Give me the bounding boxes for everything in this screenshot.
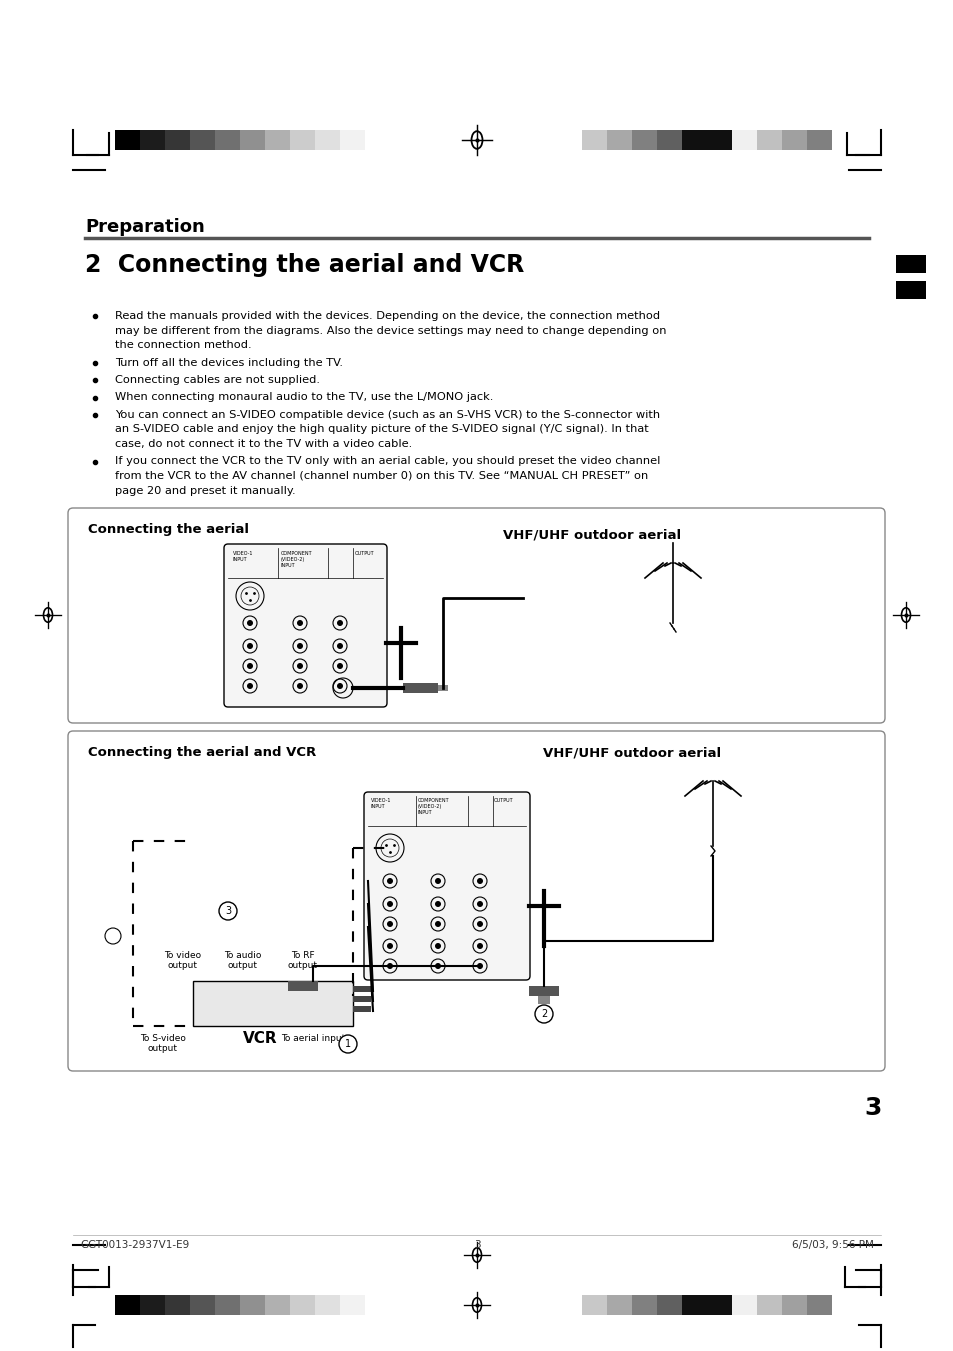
Bar [314, 1296, 339, 1315]
Bar [806, 130, 831, 150]
Text: VCR: VCR [243, 1031, 277, 1046]
Text: the connection method.: the connection method. [115, 340, 252, 350]
Bar [706, 1296, 731, 1315]
Bar [581, 1296, 606, 1315]
Circle shape [247, 663, 253, 669]
Text: To RF
output: To RF output [288, 951, 317, 970]
Bar [581, 130, 606, 150]
Bar [757, 1296, 781, 1315]
Bar [731, 130, 757, 150]
Bar [165, 130, 190, 150]
Text: Read the manuals provided with the devices. Depending on the device, the connect: Read the manuals provided with the devic… [115, 311, 659, 322]
Bar [140, 130, 165, 150]
Bar [402, 684, 437, 693]
Circle shape [535, 1005, 553, 1023]
Text: from the VCR to the AV channel (channel number 0) on this TV. See “MANUAL CH PRE: from the VCR to the AV channel (channel … [115, 471, 648, 481]
Circle shape [476, 878, 482, 884]
Text: COMPONENT
(VIDEO-2)
INPUT: COMPONENT (VIDEO-2) INPUT [417, 798, 449, 815]
Bar [214, 1296, 240, 1315]
Bar [631, 1296, 657, 1315]
Bar [240, 130, 265, 150]
Text: You can connect an S-VIDEO compatible device (such as an S-VHS VCR) to the S-con: You can connect an S-VIDEO compatible de… [115, 409, 659, 420]
Bar [895, 281, 925, 299]
Circle shape [476, 963, 482, 969]
Circle shape [387, 943, 393, 948]
Text: To audio
output: To audio output [224, 951, 261, 970]
Circle shape [336, 663, 343, 669]
FancyBboxPatch shape [364, 792, 530, 979]
Bar [706, 130, 731, 150]
Circle shape [336, 620, 343, 626]
Circle shape [476, 901, 482, 907]
Text: 6/5/03, 9:56 PM: 6/5/03, 9:56 PM [791, 1240, 873, 1250]
Bar [165, 1296, 190, 1315]
Circle shape [247, 643, 253, 648]
Circle shape [435, 921, 440, 927]
Bar [606, 1296, 631, 1315]
Text: 3: 3 [474, 1240, 479, 1250]
Circle shape [296, 643, 303, 648]
Text: an S-VIDEO cable and enjoy the high quality picture of the S-VIDEO signal (Y/C s: an S-VIDEO cable and enjoy the high qual… [115, 424, 648, 435]
Text: 2  Connecting the aerial and VCR: 2 Connecting the aerial and VCR [85, 253, 524, 277]
Text: GGT0013-2937V1-E9: GGT0013-2937V1-E9 [80, 1240, 189, 1250]
Text: Turn off all the devices including the TV.: Turn off all the devices including the T… [115, 358, 343, 367]
FancyBboxPatch shape [68, 731, 884, 1071]
Text: VIDEO-1
INPUT: VIDEO-1 INPUT [371, 798, 391, 809]
Bar [353, 1006, 371, 1012]
Bar [314, 130, 339, 150]
Text: When connecting monaural audio to the TV, use the L/MONO jack.: When connecting monaural audio to the TV… [115, 393, 493, 403]
Circle shape [296, 663, 303, 669]
Bar [657, 1296, 681, 1315]
Text: 3: 3 [225, 907, 231, 916]
Bar [339, 1296, 365, 1315]
Bar [190, 130, 214, 150]
Circle shape [296, 620, 303, 626]
Bar [781, 1296, 806, 1315]
Circle shape [476, 921, 482, 927]
Bar [190, 1296, 214, 1315]
Bar [339, 130, 365, 150]
Bar [115, 130, 140, 150]
Text: To aerial input: To aerial input [280, 1034, 345, 1043]
Text: To S-video
output: To S-video output [140, 1034, 186, 1054]
Text: To video
output: To video output [164, 951, 201, 970]
Bar [781, 130, 806, 150]
Text: Connecting cables are not supplied.: Connecting cables are not supplied. [115, 376, 319, 385]
Bar [806, 1296, 831, 1315]
Bar [290, 1296, 314, 1315]
Text: VHF/UHF outdoor aerial: VHF/UHF outdoor aerial [542, 746, 720, 759]
Text: page 20 and preset it manually.: page 20 and preset it manually. [115, 485, 295, 496]
Circle shape [435, 963, 440, 969]
Circle shape [247, 620, 253, 626]
Circle shape [387, 963, 393, 969]
Circle shape [336, 684, 343, 689]
Bar [895, 255, 925, 273]
Circle shape [435, 901, 440, 907]
Bar [606, 130, 631, 150]
Text: may be different from the diagrams. Also the device settings may need to change : may be different from the diagrams. Also… [115, 326, 666, 335]
Circle shape [387, 901, 393, 907]
Bar [353, 996, 371, 1002]
Circle shape [336, 643, 343, 648]
Text: Connecting the aerial: Connecting the aerial [88, 523, 249, 536]
Text: Preparation: Preparation [85, 218, 205, 236]
Bar [657, 130, 681, 150]
FancyBboxPatch shape [68, 508, 884, 723]
Bar [631, 130, 657, 150]
Text: case, do not connect it to the TV with a video cable.: case, do not connect it to the TV with a… [115, 439, 412, 449]
Circle shape [247, 684, 253, 689]
Text: 1: 1 [345, 1039, 351, 1048]
Bar [240, 1296, 265, 1315]
Bar [193, 981, 353, 1025]
Text: VIDEO-1
INPUT: VIDEO-1 INPUT [233, 551, 253, 562]
Bar [115, 1296, 140, 1315]
Bar [529, 986, 558, 996]
Text: COMPONENT
(VIDEO-2)
INPUT: COMPONENT (VIDEO-2) INPUT [281, 551, 313, 567]
Circle shape [219, 902, 236, 920]
Circle shape [387, 921, 393, 927]
Text: 3: 3 [863, 1096, 882, 1120]
FancyBboxPatch shape [224, 544, 387, 707]
Circle shape [338, 1035, 356, 1052]
Bar [681, 1296, 706, 1315]
Text: Connecting the aerial and VCR: Connecting the aerial and VCR [88, 746, 315, 759]
